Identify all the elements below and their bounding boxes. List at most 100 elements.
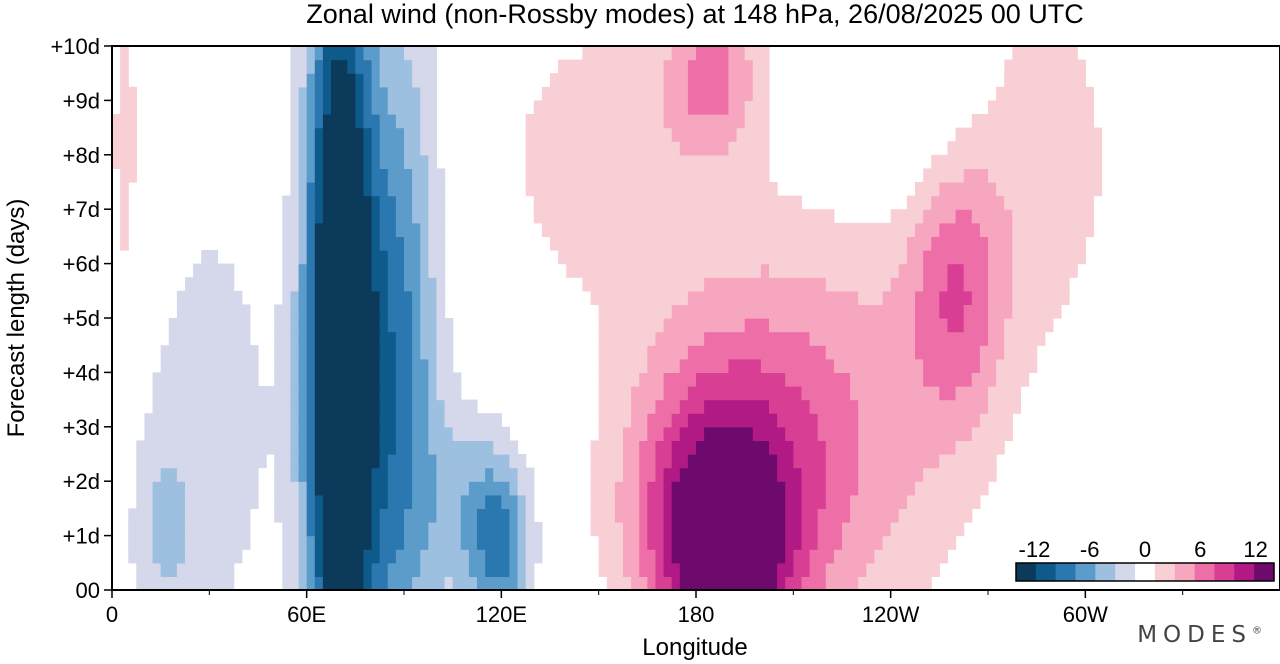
colorbar-swatch — [1234, 563, 1255, 581]
field-cell — [1020, 358, 1030, 373]
field-cell — [412, 182, 421, 197]
field-cell — [185, 331, 194, 346]
field-cell — [339, 250, 348, 265]
field-cell — [704, 535, 713, 550]
field-cell — [704, 426, 713, 441]
field-cell — [631, 100, 640, 115]
field-cell — [412, 386, 421, 401]
field-cell — [679, 195, 689, 210]
field-cell — [639, 46, 648, 61]
field-cell — [363, 195, 373, 210]
field-cell — [915, 222, 924, 237]
field-cell — [290, 182, 300, 197]
field-cell — [793, 494, 803, 509]
field-cell — [1004, 86, 1013, 101]
field-cell — [1052, 182, 1062, 197]
field-cell — [152, 481, 162, 496]
field-cell — [850, 562, 859, 577]
field-cell — [866, 467, 876, 482]
field-cell — [833, 331, 843, 346]
field-cell — [322, 481, 332, 496]
field-cell — [436, 236, 446, 251]
field-cell — [842, 481, 851, 496]
field-cell — [720, 331, 730, 346]
field-cell — [898, 481, 908, 496]
field-cell — [468, 454, 478, 469]
field-cell — [436, 345, 446, 360]
field-cell — [136, 454, 146, 469]
field-cell — [631, 263, 640, 278]
field-cell — [420, 127, 429, 142]
field-cell — [996, 263, 1005, 278]
field-cell — [906, 426, 916, 441]
field-cell — [298, 522, 308, 537]
field-cell — [436, 358, 446, 373]
field-cell — [915, 399, 924, 414]
field-cell — [428, 440, 438, 455]
field-cell — [760, 154, 770, 169]
field-cell — [736, 182, 746, 197]
field-cell — [298, 454, 308, 469]
field-cell — [728, 250, 738, 265]
field-cell — [404, 290, 413, 305]
field-cell — [306, 467, 316, 482]
field-cell — [760, 195, 770, 210]
field-cell — [833, 386, 843, 401]
field-cell — [1028, 358, 1038, 373]
field-cell — [752, 522, 762, 537]
field-cell — [785, 372, 794, 387]
field-cell — [533, 168, 543, 183]
field-cell — [322, 209, 332, 224]
field-cell — [598, 304, 608, 319]
field-cell — [793, 195, 803, 210]
field-cell — [858, 562, 867, 577]
field-cell — [979, 209, 989, 224]
field-cell — [574, 250, 584, 265]
field-cell — [233, 304, 243, 319]
field-cell — [282, 304, 292, 319]
field-cell — [947, 345, 957, 360]
field-cell — [217, 290, 227, 305]
field-cell — [404, 440, 413, 455]
field-cell — [387, 195, 397, 210]
field-cell — [355, 549, 365, 564]
field-cell — [379, 522, 389, 537]
field-cell — [322, 59, 332, 74]
field-cell — [566, 263, 575, 278]
field-cell — [639, 440, 648, 455]
field-cell — [1036, 209, 1046, 224]
field-cell — [185, 318, 194, 333]
field-cell — [906, 413, 916, 428]
field-cell — [606, 522, 616, 537]
field-cell — [1069, 141, 1078, 156]
field-cell — [752, 331, 762, 346]
field-cell — [663, 508, 673, 523]
field-cell — [1036, 331, 1046, 346]
field-cell — [331, 127, 340, 142]
field-cell — [412, 100, 421, 115]
field-cell — [720, 290, 730, 305]
field-cell — [387, 263, 397, 278]
field-cell — [1004, 426, 1013, 441]
field-cell — [923, 372, 932, 387]
field-cell — [420, 522, 429, 537]
field-cell — [1077, 182, 1086, 197]
field-cell — [209, 467, 219, 482]
field-cell — [290, 481, 300, 496]
field-cell — [671, 318, 681, 333]
field-cell — [1004, 372, 1013, 387]
field-cell — [639, 522, 648, 537]
field-cell — [923, 290, 932, 305]
field-cell — [290, 59, 300, 74]
field-cell — [444, 399, 454, 414]
field-cell — [647, 549, 657, 564]
field-cell — [769, 426, 778, 441]
field-cell — [347, 562, 356, 577]
field-cell — [631, 454, 640, 469]
field-cell — [663, 440, 673, 455]
field-cell — [809, 467, 819, 482]
field-cell — [639, 331, 648, 346]
field-cell — [428, 127, 438, 142]
field-cell — [728, 195, 738, 210]
field-cell — [274, 481, 283, 496]
